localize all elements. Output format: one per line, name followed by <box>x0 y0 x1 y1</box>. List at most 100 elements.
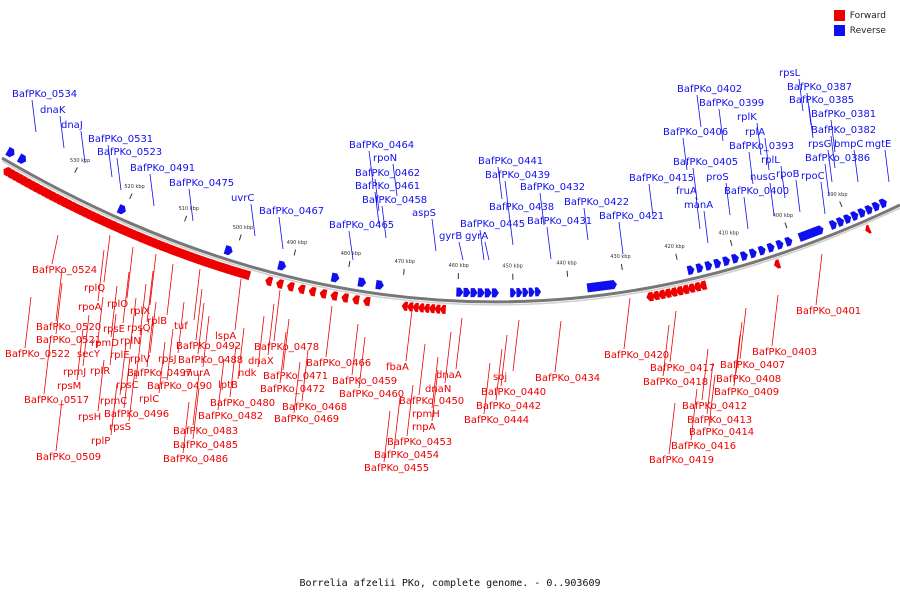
forward-leader-line <box>483 362 491 415</box>
forward-leader-line <box>82 314 90 367</box>
forward-leader-line <box>149 301 157 354</box>
reverse-leader-line <box>348 230 354 261</box>
forward-gene-label: BafPKo_0414 <box>689 427 754 438</box>
forward-leader-line <box>234 278 242 331</box>
reverse-gene <box>739 251 748 262</box>
forward-leader-line <box>119 343 127 396</box>
forward-gene <box>165 244 174 255</box>
forward-gene-label: BafPKo_0485 <box>173 440 238 451</box>
tick-label: 400 kbp <box>773 213 793 219</box>
tick: 430 kbp <box>610 254 631 271</box>
forward-leader-line <box>166 328 174 381</box>
tick: 510 kbp <box>179 206 199 222</box>
reverse-gene <box>116 204 126 215</box>
reverse-gene <box>748 248 757 259</box>
forward-leader-line <box>418 343 426 396</box>
forward-gene-label: murA <box>183 368 210 379</box>
forward-gene-label: BafPKo_0478 <box>254 342 319 353</box>
reverse-gene <box>484 288 492 298</box>
reverse-gene-label: BafPKo_0393 <box>729 141 794 152</box>
forward-gene <box>137 233 146 243</box>
forward-leader-line <box>735 321 743 374</box>
reverse-gene <box>534 287 542 297</box>
forward-gene-label: BafPKo_0497 <box>127 368 192 379</box>
reverse-leader-line <box>618 221 624 255</box>
forward-leader-line <box>139 283 147 336</box>
forward-gene-label: dnaX <box>248 356 274 367</box>
reverse-leader-line <box>703 210 709 244</box>
reverse-gene-label: rpsL <box>779 68 801 79</box>
forward-gene-label: BafPKo_0520 <box>36 322 101 333</box>
reverse-gene-label: BafPKo_0406 <box>663 127 728 138</box>
forward-gene <box>423 303 430 313</box>
forward-gene <box>190 253 199 264</box>
reverse-gene-label: BafPKo_0415 <box>629 173 694 184</box>
legend-label: Forward <box>849 10 886 21</box>
reverse-gene-label: BafPKo_0441 <box>478 156 543 167</box>
forward-gene-label: rplQ <box>84 283 105 294</box>
forward-leader-line <box>55 269 63 322</box>
forward-gene-label: BafPKo_0408 <box>716 374 781 385</box>
forward-leader-line <box>97 359 105 412</box>
reverse-gene <box>850 211 859 222</box>
forward-gene-label: rplE <box>110 350 130 361</box>
forward-leader-line <box>193 268 201 321</box>
forward-gene-label: rpsC <box>116 380 139 391</box>
reverse-leader-line <box>59 115 65 149</box>
reverse-gene-label: BafPKo_0432 <box>520 182 585 193</box>
reverse-leader-line <box>820 181 826 215</box>
forward-leader-line <box>129 297 137 350</box>
reverse-gene <box>330 272 340 283</box>
reverse-gene <box>730 253 739 264</box>
reverse-gene-label: BafPKo_0462 <box>355 168 420 179</box>
reverse-leader-line <box>381 205 387 239</box>
reverse-leader-line <box>188 188 194 222</box>
reverse-swatch <box>833 25 845 36</box>
forward-gene-label: BafPKo_0454 <box>374 450 439 461</box>
reverse-gene <box>223 245 233 256</box>
legend-item-reverse: Reverse <box>833 23 886 38</box>
forward-leader-line <box>455 317 463 370</box>
forward-leader-line <box>55 399 63 452</box>
forward-gene-label: rplP <box>91 436 110 447</box>
forward-leader-line <box>177 301 185 354</box>
reverse-gene-label: gyrA <box>465 231 488 242</box>
forward-leader-line <box>383 410 391 463</box>
forward-leader-line <box>669 310 677 363</box>
forward-leader-line <box>197 302 205 355</box>
forward-gene <box>206 258 215 269</box>
forward-gene-label: BafPKo_0524 <box>32 265 97 276</box>
forward-leader-line <box>103 234 111 283</box>
genome-backbone-inner <box>1 160 900 306</box>
reverse-gene <box>864 204 873 215</box>
reverse-gene-label: BafPKo_0465 <box>329 220 394 231</box>
reverse-gene <box>528 287 535 297</box>
forward-gene-label: BafPKo_0416 <box>671 441 736 452</box>
forward-gene-label: BafPKo_0509 <box>36 452 101 463</box>
forward-gene-label: BafPKo_0522 <box>5 349 70 360</box>
forward-leader-line <box>158 341 166 394</box>
reverse-gene-label: bmpC <box>834 139 863 150</box>
forward-gene-label: rplV <box>130 354 150 365</box>
reverse-gene <box>857 208 866 218</box>
reverse-gene-label: BafPKo_0439 <box>485 170 550 181</box>
tick-label: 480 kbp <box>341 251 361 257</box>
reverse-leader-line <box>149 173 155 207</box>
reverse-leader-line <box>479 229 485 261</box>
forward-gene-label: ndk <box>238 368 257 379</box>
reverse-gene <box>470 288 478 298</box>
forward-leader-line <box>282 318 290 371</box>
label-layer: BafPKo_0534 dnaK dnaJ BafPKo_0531 BafPKo_052… <box>5 68 891 474</box>
reverse-leader-line <box>830 119 836 153</box>
reverse-gene <box>456 287 464 297</box>
forward-gene-label: rnpA <box>412 422 436 433</box>
reverse-leader-line <box>764 137 770 171</box>
forward-leader-line <box>123 356 131 409</box>
forward-gene <box>341 293 350 303</box>
reverse-gene-label: BafPKo_0386 <box>805 153 870 164</box>
reverse-leader-line <box>368 150 374 184</box>
forward-leader-line <box>733 334 741 387</box>
forward-gene-label: BafPKo_0469 <box>274 414 339 425</box>
forward-leader-line <box>325 305 333 358</box>
